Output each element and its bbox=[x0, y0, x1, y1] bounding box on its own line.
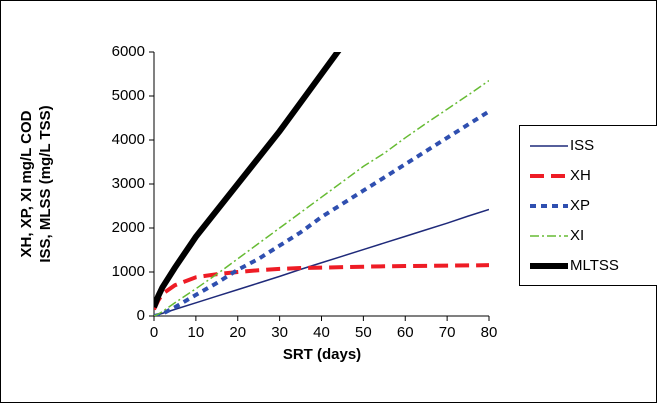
y-label-line: XH, XP, XI mg/L COD bbox=[18, 110, 35, 257]
x-tick-label: 20 bbox=[229, 324, 246, 341]
y-tick-label: 5000 bbox=[112, 87, 145, 104]
x-tick-label: 30 bbox=[271, 324, 288, 341]
y-tick-label: 2000 bbox=[112, 219, 145, 236]
y-tick-label: 0 bbox=[137, 307, 145, 324]
x-tick-label: 0 bbox=[150, 324, 158, 341]
y-tick-label: 1000 bbox=[112, 263, 145, 280]
y-label-line: ISS, MLSS (mg/L TSS) bbox=[37, 105, 54, 262]
x-axis-title: SRT (days) bbox=[283, 346, 361, 363]
legend-label: XP bbox=[570, 197, 590, 214]
plot-area: 0 1000 2000 3000 4000 5000 6000 0 10 20 30 40 50 60 70… bbox=[112, 43, 498, 341]
y-tick-label: 6000 bbox=[112, 43, 145, 60]
series-line bbox=[154, 109, 489, 316]
x-tick-label: 10 bbox=[188, 324, 205, 341]
legend-label: MLTSS bbox=[570, 257, 619, 274]
y-tick-label: 3000 bbox=[112, 175, 145, 192]
x-tick-label: 70 bbox=[439, 324, 456, 341]
x-tick-label: 80 bbox=[481, 324, 498, 341]
legend-label: ISS bbox=[570, 137, 594, 154]
series-line bbox=[154, 52, 342, 309]
series-line bbox=[154, 263, 489, 311]
y-tick-label: 4000 bbox=[112, 131, 145, 148]
x-tick-label: 60 bbox=[397, 324, 414, 341]
x-tick-label: 50 bbox=[355, 324, 372, 341]
series-line bbox=[154, 79, 489, 316]
legend-label: XI bbox=[570, 227, 584, 244]
x-tick-label: 40 bbox=[313, 324, 330, 341]
legend-items: ISS XH XP XI MLTSS bbox=[530, 137, 619, 274]
y-axis-title: XH, XP, XI mg/L COD ISS, MLSS (mg/L TSS) bbox=[18, 105, 54, 262]
legend-label: XH bbox=[570, 167, 591, 184]
